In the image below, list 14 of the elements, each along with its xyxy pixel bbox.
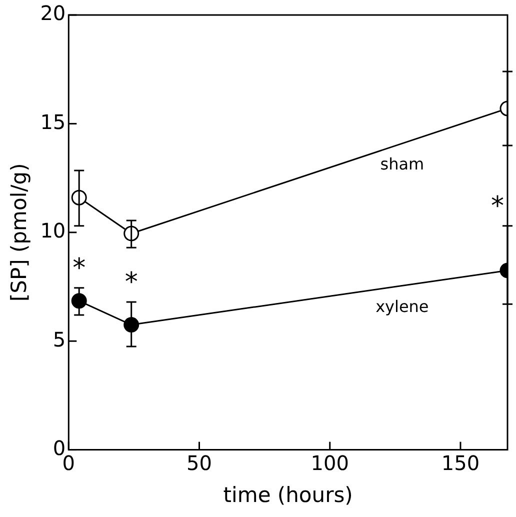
x-axis-title: time (hours)	[223, 482, 353, 507]
annotation: *	[491, 192, 504, 222]
y-axis-title: [SP] (pmol/g)	[7, 163, 32, 302]
y-tick-label: 10	[40, 218, 66, 243]
x-tick-label: 50	[186, 451, 212, 476]
series-label: xylene	[376, 296, 429, 316]
y-tick-label: 20	[40, 1, 66, 26]
x-tick-label: 150	[441, 451, 480, 476]
y-tick-label: 15	[40, 110, 66, 134]
series-label: sham	[380, 154, 424, 174]
annotation: *	[72, 254, 86, 284]
y-tick-label: 5	[52, 327, 66, 352]
annotation: *	[124, 268, 138, 298]
x-tick-label: 100	[310, 451, 349, 476]
